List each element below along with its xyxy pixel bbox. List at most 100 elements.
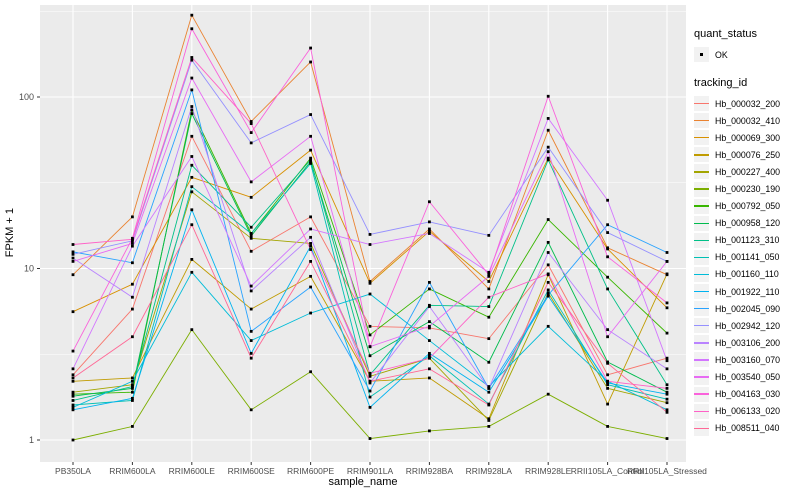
data-point (428, 305, 431, 308)
legend-item-Hb_003160_070[interactable]: Hb_003160_070 (694, 351, 800, 368)
data-point (606, 373, 609, 377)
data-point (131, 239, 134, 243)
data-point (606, 335, 609, 339)
data-point (249, 307, 253, 311)
legend-line-swatch (694, 325, 709, 327)
data-point (309, 156, 312, 160)
data-point (71, 273, 75, 277)
data-point (131, 307, 134, 311)
legend-line-swatch (694, 359, 709, 361)
data-point (487, 386, 491, 390)
data-point (368, 354, 372, 358)
data-point (309, 370, 312, 374)
data-point (665, 383, 669, 387)
legend-key-box (694, 215, 709, 231)
legend-key-box (694, 301, 709, 317)
data-point (249, 225, 253, 229)
data-point (309, 248, 312, 251)
data-point (131, 237, 134, 241)
data-point (249, 141, 253, 145)
data-point (487, 233, 491, 237)
legend-item-Hb_000792_050[interactable]: Hb_000792_050 (694, 198, 800, 215)
data-point (71, 256, 75, 260)
data-point (190, 134, 194, 138)
legend-line-swatch (694, 171, 709, 173)
data-point (546, 94, 550, 98)
data-point (368, 395, 372, 399)
legend-tracking-id: tracking_id Hb_000032_200 Hb_000032_410 Hb… (694, 77, 800, 437)
data-point (546, 156, 550, 160)
data-point (190, 13, 194, 17)
legend-item-Hb_008511_040[interactable]: Hb_008511_040 (694, 420, 800, 437)
legend-item-Hb_003106_200[interactable]: Hb_003106_200 (694, 334, 800, 351)
data-point (368, 374, 372, 378)
legend-key-box (694, 420, 709, 436)
data-point (249, 122, 253, 125)
data-point (71, 252, 75, 256)
legend-item-Hb_002942_120[interactable]: Hb_002942_120 (694, 317, 800, 334)
data-point (665, 408, 669, 412)
data-point (428, 354, 431, 358)
legend-item-Hb_000032_410[interactable]: Hb_000032_410 (694, 112, 800, 129)
data-point (428, 287, 431, 291)
legend-item-label: Hb_001123_310 (715, 235, 780, 246)
x-tick-label: RRII105LA_Stressed (627, 466, 707, 476)
data-point (428, 320, 431, 324)
legend-line-swatch (694, 376, 709, 378)
data-point (131, 295, 134, 299)
x-tick-label: RRII105LA_Control (571, 466, 645, 476)
legend-key-box (694, 130, 709, 146)
data-point (546, 240, 550, 244)
data-point (546, 117, 550, 120)
legend-item-Hb_000032_200[interactable]: Hb_000032_200 (694, 95, 800, 112)
data-point (487, 273, 491, 277)
data-point (131, 282, 134, 286)
legend-item-Hb_001141_050[interactable]: Hb_001141_050 (694, 249, 800, 266)
legend-line-swatch (694, 119, 709, 122)
data-point (428, 324, 431, 328)
data-point (71, 243, 75, 246)
legend-item-label: Hb_000032_410 (715, 115, 781, 126)
data-point (546, 291, 550, 295)
data-point (368, 233, 372, 236)
data-point (487, 287, 491, 291)
data-point (368, 405, 372, 409)
data-point (606, 379, 609, 383)
x-tick-label: RRIM600LA (109, 466, 156, 476)
legend-item-Hb_000230_190[interactable]: Hb_000230_190 (694, 180, 800, 197)
data-point (546, 218, 550, 221)
data-point (309, 162, 312, 165)
legend-line-swatch (694, 290, 709, 293)
data-point (309, 215, 312, 219)
legend-key-box (694, 352, 709, 368)
legend-key-box (694, 318, 709, 334)
data-point (606, 381, 609, 385)
data-point (606, 287, 609, 291)
data-point (249, 356, 253, 360)
legend-key-box (694, 386, 709, 402)
legend-item-Hb_001123_310[interactable]: Hb_001123_310 (694, 232, 800, 249)
legend-item-Hb_003540_050[interactable]: Hb_003540_050 (694, 369, 800, 386)
legend-item-Hb_001922_110[interactable]: Hb_001922_110 (694, 283, 800, 300)
legend-key-box (694, 113, 709, 129)
legend-line-swatch (694, 427, 709, 430)
legend-item-Hb_000958_120[interactable]: Hb_000958_120 (694, 215, 800, 232)
legend-item-Hb_004163_030[interactable]: Hb_004163_030 (694, 386, 800, 403)
data-point (487, 305, 491, 308)
legend-item-ok[interactable]: OK (694, 46, 800, 63)
data-point (487, 390, 491, 394)
legend-item-Hb_001160_110[interactable]: Hb_001160_110 (694, 266, 800, 283)
legend-item-label: Hb_001141_050 (715, 252, 780, 263)
legend-line-swatch (694, 154, 709, 156)
data-point (606, 255, 609, 259)
legend-item-Hb_002045_090[interactable]: Hb_002045_090 (694, 300, 800, 317)
data-point (249, 195, 253, 199)
legend-item-Hb_000069_300[interactable]: Hb_000069_300 (694, 129, 800, 146)
data-point (665, 410, 669, 414)
legend-item-Hb_006133_020[interactable]: Hb_006133_020 (694, 403, 800, 420)
legend-item-Hb_000076_250[interactable]: Hb_000076_250 (694, 146, 800, 163)
data-point (309, 134, 312, 138)
legend-item-Hb_000227_400[interactable]: Hb_000227_400 (694, 163, 800, 180)
data-point (309, 148, 312, 152)
data-point (190, 27, 194, 31)
